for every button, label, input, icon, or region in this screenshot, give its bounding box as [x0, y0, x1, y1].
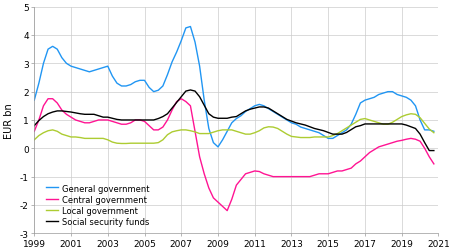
- General government: [215, 146, 221, 149]
- General government: [146, 86, 152, 89]
- Local government: [349, 124, 354, 127]
- Social security funds: [41, 116, 46, 119]
- Social security funds: [431, 149, 437, 152]
- Central government: [353, 163, 359, 166]
- Local government: [408, 113, 414, 116]
- General government: [353, 113, 359, 116]
- Local government: [234, 130, 239, 133]
- Line: Social security funds: Social security funds: [35, 90, 434, 151]
- Local government: [151, 142, 157, 145]
- Central government: [146, 125, 152, 128]
- General government: [188, 26, 193, 29]
- Local government: [431, 132, 437, 135]
- General government: [275, 113, 281, 116]
- Central government: [32, 130, 37, 133]
- Social security funds: [32, 125, 37, 128]
- Y-axis label: EUR bn: EUR bn: [4, 103, 14, 138]
- Central government: [238, 178, 244, 181]
- Central government: [431, 163, 437, 166]
- Central government: [151, 129, 157, 132]
- Line: Local government: Local government: [35, 114, 434, 144]
- Local government: [32, 139, 37, 142]
- Central government: [275, 175, 281, 178]
- Social security funds: [427, 149, 432, 152]
- Social security funds: [142, 119, 147, 122]
- Local government: [41, 132, 46, 135]
- Local government: [271, 126, 276, 129]
- Legend: General government, Central government, Local government, Social security funds: General government, Central government, …: [43, 180, 153, 229]
- Central government: [224, 209, 230, 212]
- Line: General government: General government: [35, 27, 434, 147]
- Local government: [119, 142, 124, 145]
- Line: Central government: Central government: [35, 99, 434, 211]
- Central government: [45, 98, 51, 101]
- Social security funds: [349, 129, 354, 132]
- Social security funds: [146, 119, 152, 122]
- General government: [431, 130, 437, 133]
- General government: [238, 115, 244, 118]
- Social security funds: [234, 116, 239, 119]
- General government: [41, 62, 46, 66]
- Central government: [41, 105, 46, 108]
- General government: [142, 79, 147, 82]
- Social security funds: [271, 110, 276, 113]
- General government: [32, 99, 37, 102]
- Local government: [146, 142, 152, 145]
- Social security funds: [188, 89, 193, 92]
